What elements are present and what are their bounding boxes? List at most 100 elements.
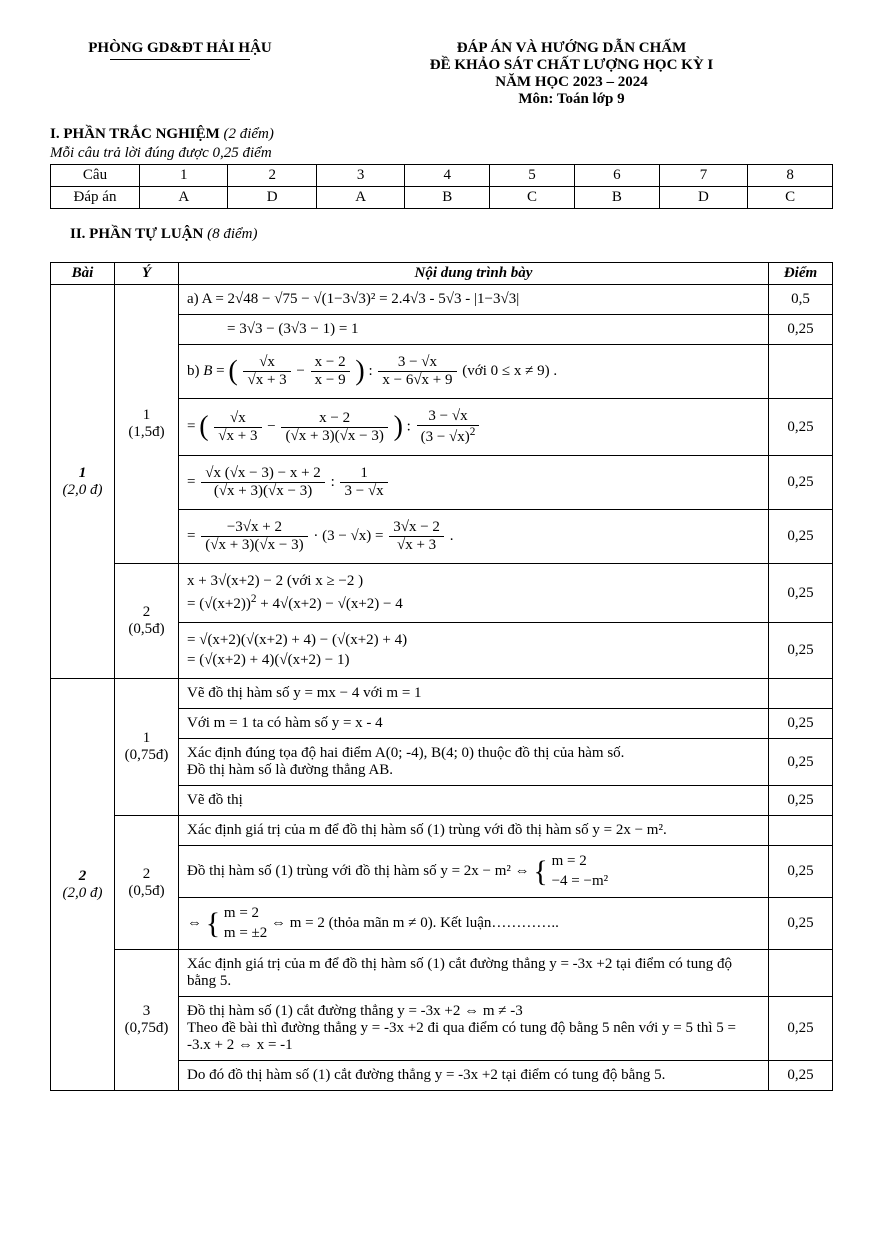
section1-title-text: I. PHẦN TRẮC NGHIỆM	[50, 126, 220, 142]
bai1-r2b: = √x (√x − 3) − x + 2(√x + 3)(√x − 3) : …	[179, 456, 769, 510]
mcq-col: 6	[574, 165, 659, 187]
bai1-r3a-diem: 0,25	[769, 564, 833, 623]
bai2-r2b-c1: m = 2	[552, 852, 609, 872]
section1-subnote: Mỗi câu trả lời đúng được 0,25 điểm	[50, 145, 833, 162]
mcq-ans: C	[490, 187, 575, 209]
bai2-r2c-pre: ⇔	[187, 915, 206, 931]
bai1-r2c-diem: 0,25	[769, 510, 833, 564]
bai2-total: (2,0 đ)	[55, 885, 110, 902]
header-left: PHÒNG GD&ĐT HẢI HẬU	[50, 40, 310, 108]
section2-title-note: (8 điểm)	[207, 226, 257, 242]
bai2-r3b-diem: 0,25	[769, 997, 833, 1061]
bai2-r3b-t2: Theo đề bài thì đường thẳng y = -3x +2 đ…	[187, 1020, 760, 1054]
bai2-r2c-c2: m = ±2	[224, 924, 267, 944]
mcq-ans: A	[316, 187, 404, 209]
col-bai: Bài	[51, 263, 115, 285]
col-y: Ý	[115, 263, 179, 285]
bai1-r3b: = √(x+2)(√(x+2) + 4) − (√(x+2) + 4) = (√…	[179, 623, 769, 679]
title-line-1: ĐÁP ÁN VÀ HƯỚNG DẪN CHẤM	[310, 40, 833, 57]
bai2-r2c-post: ⇔ m = 2 (thỏa mãn m ≠ 0). Kết luận…………..	[271, 915, 559, 931]
title-line-3: NĂM HỌC 2023 – 2024	[310, 74, 833, 91]
mcq-ans: D	[228, 187, 316, 209]
bai2-r1b: Với m = 1 ta có hàm số y = x - 4	[179, 709, 769, 739]
mcq-ans: C	[748, 187, 833, 209]
bai2-r1a: Vẽ đồ thị hàm số y = mx − 4 với m = 1	[179, 679, 769, 709]
bai1-y1-pts: (1,5đ)	[119, 424, 174, 441]
bai2-r3b-t1: Đồ thị hàm số (1) cắt đường thẳng y = -3…	[187, 1003, 760, 1020]
bai1-r1b-diem: 0,25	[769, 315, 833, 345]
bai2-r3a: Xác định giá trị của m để đồ thị hàm số …	[179, 950, 769, 997]
bai2-r3b: Đồ thị hàm số (1) cắt đường thẳng y = -3…	[179, 997, 769, 1061]
title-line-4: Môn: Toán lớp 9	[310, 91, 833, 108]
bai1-r1a-text: a) A = 2√48 − √75 − √(1−3√3)² = 2.4√3 - …	[187, 291, 519, 307]
mcq-row-answers: Đáp án A D A B C B D C	[51, 187, 833, 209]
bai2-r2c-diem: 0,25	[769, 898, 833, 950]
bai1-r2intro: b) B = ( √x√x + 3 − x − 2x − 9 ) : 3 − √…	[179, 345, 769, 399]
bai1-r2-cond: (với 0 ≤ x ≠ 9) .	[462, 363, 557, 379]
mcq-label-cau: Câu	[51, 165, 140, 187]
bai2-r1c-t1: Xác định đúng tọa độ hai điểm A(0; -4), …	[187, 745, 760, 762]
mcq-ans: A	[140, 187, 228, 209]
bai2-y3-pts: (0,75đ)	[119, 1020, 174, 1037]
header-underline	[110, 59, 250, 60]
bai2-r1c-diem: 0,25	[769, 739, 833, 786]
empty-diem	[769, 345, 833, 399]
essay-table: Bài Ý Nội dung trình bày Điểm 1 (2,0 đ) …	[50, 262, 833, 1091]
mcq-ans: B	[405, 187, 490, 209]
bai1-r3b-diem: 0,25	[769, 623, 833, 679]
bai1-label: 1	[55, 465, 110, 482]
mcq-col: 5	[490, 165, 575, 187]
math-expr: x + 3√(x+2) − 2 (với x ≥ −2 )	[187, 573, 760, 590]
table-row: 2 (0,5đ) x + 3√(x+2) − 2 (với x ≥ −2 ) =…	[51, 564, 833, 623]
bai2-r2b: Đồ thị hàm số (1) trùng với đồ thị hàm s…	[179, 846, 769, 898]
bai2-y2-cell: 2 (0,5đ)	[115, 816, 179, 950]
bai2-r2a: Xác định giá trị của m để đồ thị hàm số …	[179, 816, 769, 846]
header-right: ĐÁP ÁN VÀ HƯỚNG DẪN CHẤM ĐỀ KHẢO SÁT CHẤ…	[310, 40, 833, 108]
section1-title-note: (2 điểm)	[223, 126, 273, 142]
bai2-r2b-diem: 0,25	[769, 846, 833, 898]
table-row: 3 (0,75đ) Xác định giá trị của m để đồ t…	[51, 950, 833, 997]
page-header: PHÒNG GD&ĐT HẢI HẬU ĐÁP ÁN VÀ HƯỚNG DẪN …	[50, 40, 833, 108]
mcq-col: 4	[405, 165, 490, 187]
bai2-y1-label: 1	[119, 730, 174, 747]
mcq-col: 7	[659, 165, 747, 187]
math-expr: = √(x+2)(√(x+2) + 4) − (√(x+2) + 4)	[187, 632, 760, 649]
mcq-ans: B	[574, 187, 659, 209]
bai1-r1b: = 3√3 − (3√3 − 1) = 1	[179, 315, 769, 345]
bai2-y1-pts: (0,75đ)	[119, 747, 174, 764]
dept-name: PHÒNG GD&ĐT HẢI HẬU	[50, 40, 310, 57]
bai2-y1-cell: 1 (0,75đ)	[115, 679, 179, 816]
math-expr: b) B = ( √x√x + 3 − x − 2x − 9 ) : 3 − √…	[187, 354, 760, 389]
bai2-r2b-c2: −4 = −m²	[552, 872, 609, 892]
math-expr: = ( √x√x + 3 − x − 2(√x + 3)(√x − 3) ) :…	[187, 408, 760, 446]
empty-diem	[769, 950, 833, 997]
bai1-r2c: = −3√x + 2(√x + 3)(√x − 3) · (3 − √x) = …	[179, 510, 769, 564]
bai1-total: (2,0 đ)	[55, 482, 110, 499]
table-row: 2 (2,0 đ) 1 (0,75đ) Vẽ đồ thị hàm số y =…	[51, 679, 833, 709]
bai1-y2-cell: 2 (0,5đ)	[115, 564, 179, 679]
mcq-col: 8	[748, 165, 833, 187]
math-expr: = −3√x + 2(√x + 3)(√x − 3) · (3 − √x) = …	[187, 519, 760, 554]
bai1-r1a-diem: 0,5	[769, 285, 833, 315]
bai2-r1d-diem: 0,25	[769, 786, 833, 816]
bai2-y3-cell: 3 (0,75đ)	[115, 950, 179, 1091]
table-row: 2 (0,5đ) Xác định giá trị của m để đồ th…	[51, 816, 833, 846]
bai2-y2-pts: (0,5đ)	[119, 883, 174, 900]
bai1-r3a: x + 3√(x+2) − 2 (với x ≥ −2 ) = (√(x+2))…	[179, 564, 769, 623]
math-expr: = (√(x+2))2 + 4√(x+2) − √(x+2) − 4	[187, 593, 760, 613]
table-row: 1 (2,0 đ) 1 (1,5đ) a) A = 2√48 − √75 − √…	[51, 285, 833, 315]
section2-title-text: II. PHẦN TỰ LUẬN	[70, 226, 203, 242]
bai2-y3-label: 3	[119, 1003, 174, 1020]
bai2-r3c: Do đó đồ thị hàm số (1) cắt đường thẳng …	[179, 1061, 769, 1091]
col-diem: Điểm	[769, 263, 833, 285]
math-expr: = (√(x+2) + 4)(√(x+2) − 1)	[187, 652, 760, 669]
bai2-r1b-diem: 0,25	[769, 709, 833, 739]
mcq-table: Câu 1 2 3 4 5 6 7 8 Đáp án A D A B C B D…	[50, 164, 833, 209]
mcq-row-header: Câu 1 2 3 4 5 6 7 8	[51, 165, 833, 187]
col-content: Nội dung trình bày	[179, 263, 769, 285]
bai2-r3c-diem: 0,25	[769, 1061, 833, 1091]
bai1-r1a: a) A = 2√48 − √75 − √(1−3√3)² = 2.4√3 - …	[179, 285, 769, 315]
mcq-col: 2	[228, 165, 316, 187]
bai1-cell: 1 (2,0 đ)	[51, 285, 115, 679]
mcq-col: 3	[316, 165, 404, 187]
